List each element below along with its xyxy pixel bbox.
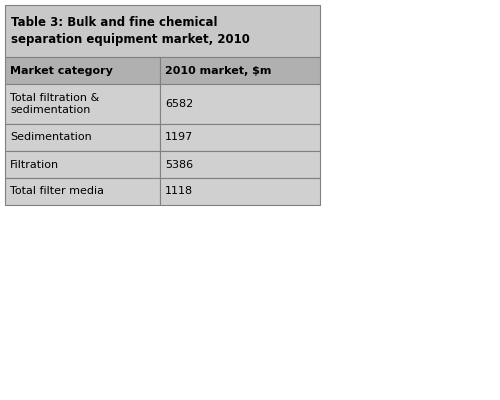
Bar (5, 84, 160, 124)
Text: 1118: 1118 (165, 186, 193, 196)
Bar (5, 151, 160, 178)
Text: 6582: 6582 (165, 99, 193, 109)
Bar (160, 57, 320, 84)
Text: Sedimentation: Sedimentation (10, 132, 92, 142)
Text: 2010 market, $m: 2010 market, $m (165, 66, 272, 76)
Text: 5386: 5386 (165, 160, 193, 170)
Text: Market category: Market category (10, 66, 113, 76)
Bar (5, 57, 160, 84)
Bar (5, 124, 160, 151)
Text: Table 3: Bulk and fine chemical
separation equipment market, 2010: Table 3: Bulk and fine chemical separati… (11, 16, 250, 46)
Bar (160, 178, 320, 205)
Bar (5, 5, 320, 57)
Bar (160, 84, 320, 124)
Text: Total filtration &
sedimentation: Total filtration & sedimentation (10, 93, 99, 115)
Text: Filtration: Filtration (10, 160, 59, 170)
Bar (160, 124, 320, 151)
Bar (5, 178, 160, 205)
Bar (160, 151, 320, 178)
Text: 1197: 1197 (165, 132, 193, 142)
Text: Total filter media: Total filter media (10, 186, 104, 196)
